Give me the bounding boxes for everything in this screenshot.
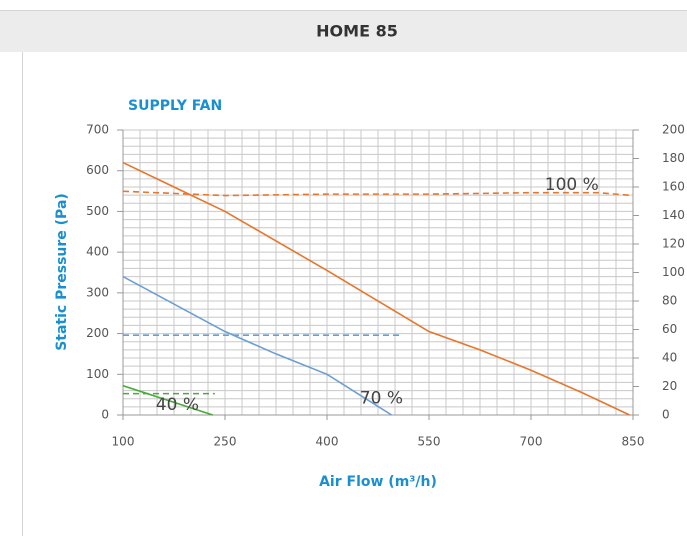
annotation: 70 %	[360, 389, 403, 409]
y2-tick-label: 100	[662, 265, 685, 279]
annotation: 100 %	[545, 175, 599, 195]
annotation: 40 %	[156, 395, 199, 415]
plot: 100 250 400 550 700 8500100200300400500600700…	[86, 123, 685, 449]
curve	[122, 275, 393, 416]
y2-tick-label: 20	[662, 379, 677, 393]
x-tick-label: 400	[316, 435, 339, 449]
curve	[122, 161, 630, 416]
y2-tick-label: 140	[662, 208, 685, 222]
x-tick-label: 850	[622, 435, 645, 449]
y2-tick-label: 0	[662, 408, 670, 422]
y-tick-label: 300	[86, 285, 109, 299]
y2-tick-label: 120	[662, 237, 685, 251]
x-tick-label: 250	[214, 435, 237, 449]
y-axis-label: Static Pressure (Pa)	[54, 193, 70, 351]
y2-tick-label: 80	[662, 294, 677, 308]
x-tick-label: 100	[112, 435, 135, 449]
curve	[122, 384, 214, 416]
x-tick-label: 550	[418, 435, 441, 449]
y2-tick-label: 200	[662, 123, 685, 137]
y2-tick-label: 180	[662, 151, 685, 165]
y-tick-label: 700	[86, 123, 109, 137]
header-title: HOME 85	[316, 22, 398, 41]
y-tick-label: 400	[86, 245, 109, 259]
x-tick-label: 700	[520, 435, 543, 449]
dashed-line	[122, 190, 634, 197]
y2-tick-label: 160	[662, 180, 685, 194]
y-tick-label: 100	[86, 367, 109, 381]
y-tick-label: 600	[86, 163, 109, 177]
y2-tick-label: 60	[662, 322, 677, 336]
header-bar	[0, 10, 687, 52]
y-tick-label: 0	[101, 408, 109, 422]
x-axis-label: Air Flow (m³/h)	[319, 474, 437, 490]
chart-title: SUPPLY FAN	[128, 98, 222, 114]
y-tick-label: 500	[86, 204, 109, 218]
y2-tick-label: 40	[662, 351, 677, 365]
y-tick-label: 200	[86, 326, 109, 340]
